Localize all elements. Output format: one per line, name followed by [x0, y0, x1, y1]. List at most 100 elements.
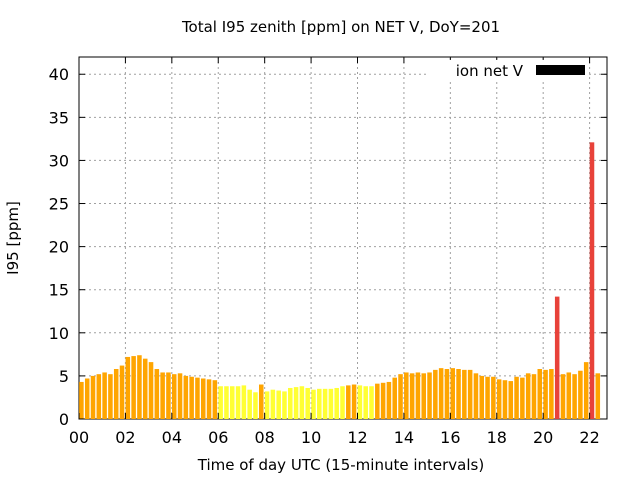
- bar: [346, 385, 351, 419]
- bar: [137, 355, 142, 419]
- bar: [195, 377, 200, 419]
- y-tick-label: 30: [49, 151, 69, 170]
- bar: [288, 387, 293, 419]
- bar: [427, 372, 432, 419]
- x-tick-label: 22: [579, 428, 599, 447]
- bar: [583, 362, 589, 419]
- bar: [102, 372, 107, 419]
- y-tick-label: 40: [49, 65, 69, 84]
- bar: [572, 374, 577, 419]
- bar: [386, 381, 392, 419]
- bar: [537, 369, 543, 419]
- x-tick-label: 08: [254, 428, 274, 447]
- bar: [549, 369, 554, 419]
- legend-label: ion net V: [456, 62, 524, 80]
- x-tick-label: 06: [208, 428, 228, 447]
- bar: [160, 372, 165, 419]
- bar: [589, 142, 595, 420]
- bar: [456, 369, 461, 419]
- bar: [467, 369, 473, 419]
- bar: [183, 375, 189, 419]
- legend: ion net V: [428, 60, 588, 82]
- chart-title: Total I95 zenith [ppm] on NET V, DoY=201: [181, 18, 500, 36]
- bar: [514, 376, 519, 419]
- bar: [108, 374, 113, 419]
- bar: [334, 387, 339, 419]
- bar: [595, 373, 601, 419]
- bar: [398, 374, 403, 419]
- x-tick-label: 14: [394, 428, 414, 447]
- bar: [177, 373, 183, 419]
- bar: [496, 379, 502, 419]
- bar: [235, 386, 241, 419]
- bar: [148, 362, 154, 419]
- bar: [264, 391, 270, 419]
- bar: [200, 378, 206, 419]
- bar: [340, 386, 345, 419]
- bar: [438, 368, 444, 419]
- bar: [444, 369, 450, 419]
- bar: [450, 368, 456, 419]
- x-tick-label: 18: [487, 428, 507, 447]
- bar: [473, 373, 479, 419]
- bar: [392, 377, 397, 419]
- x-tick-label: 02: [115, 428, 135, 447]
- legend-swatch: [536, 65, 585, 75]
- bar: [154, 369, 160, 419]
- bar: [305, 387, 310, 419]
- grid-lines: [79, 57, 607, 419]
- bar: [84, 378, 90, 419]
- y-axis-title: I95 [ppm]: [4, 201, 22, 275]
- x-axis-title: Time of day UTC (15-minute intervals): [197, 456, 484, 474]
- bar: [247, 389, 252, 419]
- y-tick-label: 5: [59, 367, 69, 386]
- bar: [189, 376, 194, 419]
- bar: [293, 387, 299, 419]
- x-tick-label: 04: [162, 428, 182, 447]
- bar: [218, 386, 223, 419]
- bar: [328, 388, 334, 419]
- plot-frame: [78, 56, 608, 420]
- bar: [212, 380, 218, 419]
- bar: [276, 390, 281, 419]
- x-tick-label: 16: [440, 428, 460, 447]
- bar: [322, 388, 328, 419]
- x-tick-label: 20: [533, 428, 553, 447]
- bar: [113, 369, 119, 419]
- bar: [554, 296, 560, 419]
- bar: [543, 369, 548, 419]
- bar: [241, 385, 247, 419]
- bar: [363, 386, 368, 419]
- bar: [119, 365, 125, 419]
- bar: [520, 377, 525, 419]
- bar: [171, 374, 177, 419]
- bar: [166, 372, 171, 419]
- x-tick-label: 00: [69, 428, 89, 447]
- bar: [229, 386, 235, 419]
- x-tick-label: 12: [347, 428, 367, 447]
- bar: [421, 373, 426, 419]
- bar: [566, 372, 572, 419]
- bar: [375, 383, 380, 419]
- bar: [560, 374, 566, 419]
- bar: [299, 386, 305, 419]
- bar: [491, 376, 496, 419]
- y-tick-label: 20: [49, 238, 69, 257]
- bar: [502, 380, 508, 419]
- bar: [415, 372, 421, 419]
- bar: [508, 381, 514, 419]
- bar: [404, 372, 409, 419]
- bar: [462, 369, 467, 419]
- bar: [531, 374, 537, 419]
- bar: [282, 391, 287, 419]
- bar: [79, 381, 84, 419]
- bar: [351, 384, 357, 419]
- bar: [380, 382, 386, 419]
- bar: [369, 386, 374, 419]
- bars: [79, 142, 601, 420]
- bar: [479, 375, 485, 419]
- bar: [125, 356, 131, 419]
- bar: [311, 389, 316, 419]
